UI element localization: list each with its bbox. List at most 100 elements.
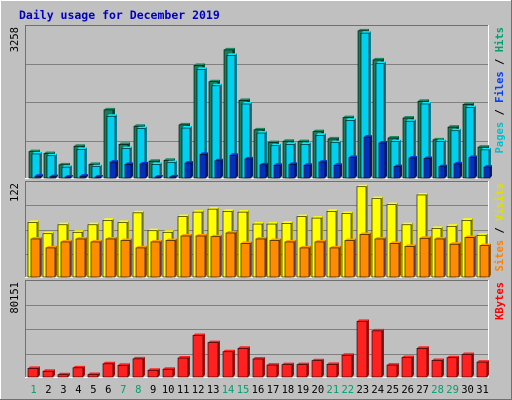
bar-top [447,224,458,227]
bar-hits-pages-day-31 [483,165,492,179]
bar-top [110,160,118,163]
bar-face [449,243,460,278]
bar-face [404,246,415,278]
panel-visits-ymax-label: 122 [9,183,21,202]
x-tick-label: 29 [446,384,459,396]
x-tick-label: 4 [75,384,81,396]
bar-side [457,355,459,377]
bar-kbytes-kbytes-day-23 [356,319,369,378]
bar-face [87,374,99,378]
bar-side [220,234,222,277]
bar-top [212,83,222,86]
bar-top [477,233,488,236]
bar-top [257,131,267,134]
bar-side [430,156,432,178]
bar-side [309,245,311,277]
bar-side [206,152,208,178]
bar-side [191,161,193,178]
bar-top [283,139,294,142]
x-tick-label: 17 [267,384,280,396]
bar-top [260,162,268,165]
x-tick-label: 8 [135,384,141,396]
bar-side [400,164,402,178]
bar-visits-sites-day-1 [30,236,42,278]
bar-face [252,358,264,378]
bar-top [148,228,159,231]
bar-top [61,239,72,242]
bar-side [460,161,462,178]
bar-top [200,152,208,155]
bar-side [429,236,431,277]
bar-hits-files-day-10 [166,160,177,179]
bar-kbytes-kbytes-day-6 [102,361,115,378]
bar-top [32,151,42,154]
bar-face [281,364,293,378]
bar-top [267,222,278,225]
bar-top [328,136,339,139]
bar-top [451,128,461,131]
bar-hits-pages-day-19 [303,163,312,179]
bar-top [95,175,103,177]
bar-top [50,174,58,177]
bar-side [251,156,253,178]
bar-face [303,164,311,179]
bar-side [399,241,401,277]
bar-top [107,114,117,117]
bar-top [364,135,372,138]
bar-face [363,136,371,179]
x-tick-label: 9 [150,384,156,396]
bar-top [394,164,402,167]
bar-side [490,165,492,178]
bar-top [89,162,100,165]
bar-top [433,137,444,140]
bar-top [379,141,387,144]
bar-side [248,346,250,377]
bar-hits-pages-day-13 [214,158,223,179]
bar-side [236,153,238,178]
bar-top [285,239,296,242]
bar-side [235,230,237,277]
bar-top [80,174,88,177]
bar-top [223,349,235,352]
bar-kbytes-kbytes-day-13 [207,340,220,378]
bar-top [197,67,207,70]
bar-top [342,353,354,356]
legend-part-4: Hits [494,27,506,52]
x-tick-label: 31 [476,384,489,396]
bar-kbytes-kbytes-day-31 [476,360,489,378]
bar-top [103,361,115,364]
x-tick-label: 12 [192,384,205,396]
bar-face [386,364,398,378]
bar-face [60,241,71,278]
bar-kbytes-kbytes-day-3 [57,372,70,378]
bar-face [165,240,176,278]
bar-top [343,115,354,118]
bar-hits-pages-day-6 [109,160,118,179]
bar-top [405,244,416,247]
bar-side [203,333,205,377]
x-tick-label: 19 [297,384,310,396]
bar-side [474,235,476,277]
x-tick-label: 25 [386,384,399,396]
bar-top [227,53,237,56]
bar-side [115,236,117,277]
bar-top [420,236,431,239]
panel-kbytes-bars [27,319,489,378]
bar-top [167,160,177,163]
bar-face [348,157,356,179]
bar-kbytes-kbytes-day-2 [42,369,55,378]
bar-top [417,192,428,195]
bar-face [210,236,221,278]
bar-visits-sites-day-2 [45,245,57,278]
bar-hits-pages-day-11 [184,161,193,179]
bar-top [122,146,132,149]
bar-top [121,238,132,241]
bar-top [178,214,189,217]
bar-top [376,61,386,64]
bar-side [489,243,491,277]
bar-side [70,165,72,178]
bar-face [389,243,400,278]
bar-top [402,222,413,225]
bar-face [434,238,445,278]
panel-hits: 3258 Pages / Files / Hits [9,25,506,179]
